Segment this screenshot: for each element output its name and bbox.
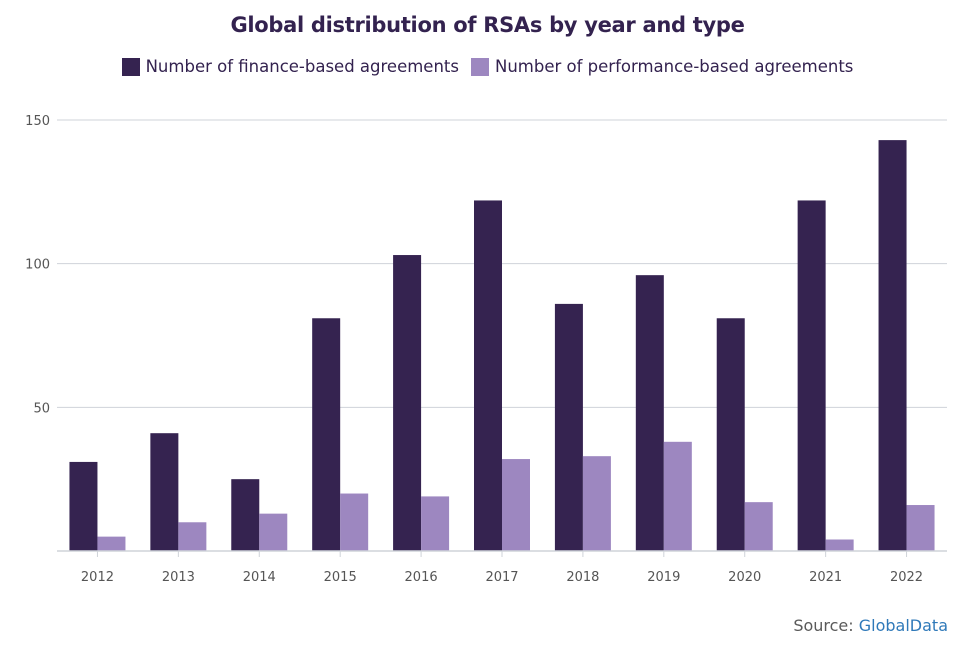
legend-swatch-performance [470, 57, 489, 76]
bar-performance [97, 536, 126, 551]
bar-finance [797, 200, 826, 551]
bar-performance [744, 502, 773, 551]
bar-finance [312, 318, 341, 551]
legend-swatch-finance [121, 57, 140, 76]
x-tick-label: 2022 [890, 570, 923, 585]
x-tick-label: 2020 [728, 570, 761, 585]
bar-performance [906, 505, 935, 551]
x-tick-label: 2012 [81, 570, 114, 585]
source-note: Source: GlobalData [793, 616, 948, 635]
y-tick-label: 100 [25, 258, 50, 273]
bar-performance [421, 496, 450, 551]
x-tick-label: 2018 [566, 570, 599, 585]
x-tick-label: 2017 [485, 570, 518, 585]
bar-performance [178, 522, 207, 551]
legend-label-performance: Number of performance-based agreements [494, 57, 854, 76]
y-tick-label: 50 [33, 401, 50, 416]
x-tick-label: 2016 [405, 570, 438, 585]
bar-performance [340, 493, 369, 551]
x-tick-label: 2015 [324, 570, 357, 585]
bar-finance [69, 461, 98, 551]
bar-performance [259, 513, 288, 551]
bar-finance [716, 318, 745, 551]
legend-label-finance: Number of finance-based agreements [145, 57, 459, 76]
legend-item-finance[interactable]: Number of finance-based agreements [121, 57, 459, 76]
bar-performance [825, 539, 854, 551]
bar-finance [150, 433, 179, 551]
bar-finance [393, 255, 422, 551]
source-label: Source: [793, 616, 854, 635]
bar-finance [878, 140, 907, 551]
bar-finance [554, 303, 583, 551]
bar-performance [582, 456, 611, 551]
bar-performance [663, 441, 692, 551]
x-tick-label: 2013 [162, 570, 195, 585]
x-tick-label: 2019 [647, 570, 680, 585]
bar-finance [635, 275, 664, 551]
source-link[interactable]: GlobalData [858, 616, 948, 635]
legend-item-performance[interactable]: Number of performance-based agreements [470, 57, 854, 76]
x-tick-label: 2014 [243, 570, 276, 585]
bar-performance [502, 459, 530, 551]
bar-finance [474, 200, 502, 551]
x-tick-label: 2021 [809, 570, 842, 585]
y-tick-label: 150 [25, 114, 50, 129]
bar-finance [231, 479, 260, 551]
chart-title: Global distribution of RSAs by year and … [230, 13, 745, 37]
legend: Number of finance-based agreements Numbe… [0, 57, 975, 76]
